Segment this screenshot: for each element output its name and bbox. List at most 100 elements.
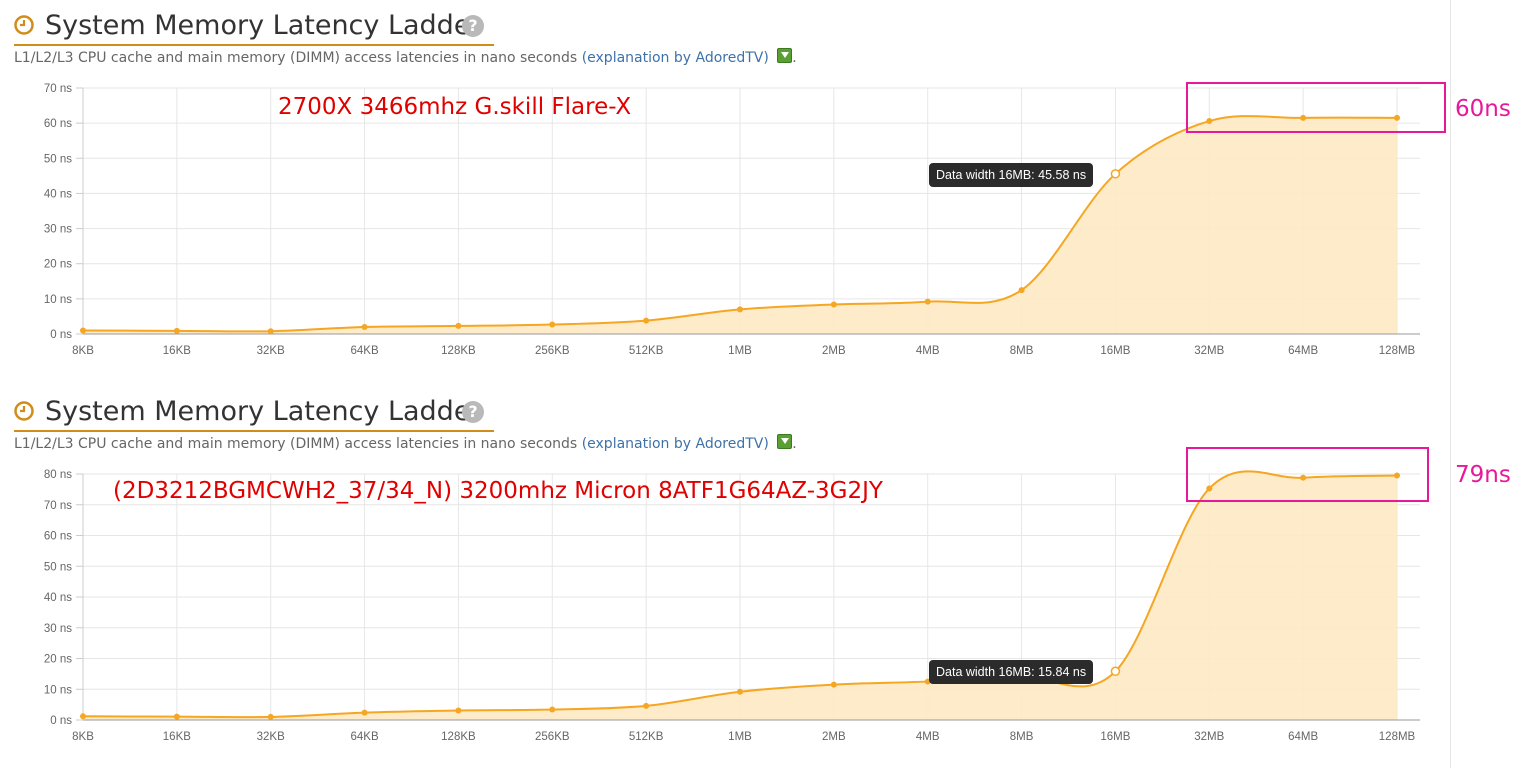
explanation-link[interactable]: (explanation by AdoredTV): [581, 50, 769, 66]
data-point: [455, 322, 462, 329]
right-divider: [1450, 0, 1451, 768]
x-tick-label: 4MB: [916, 731, 940, 743]
x-tick-label: 16KB: [163, 731, 191, 743]
data-point: [643, 317, 650, 324]
data-point: [737, 306, 743, 313]
y-tick-label: 50 ns: [44, 153, 72, 165]
series-area: [83, 116, 1397, 334]
data-point-highlighted: [1110, 666, 1121, 677]
page-title: System Memory Latency Ladder: [45, 10, 482, 41]
panel-header: System Memory Latency Ladder ?: [14, 396, 494, 432]
y-tick-label: 10 ns: [44, 294, 72, 306]
page-title: System Memory Latency Ladder: [45, 396, 482, 427]
x-tick-label: 64MB: [1288, 731, 1318, 743]
configuration-annotation: 2700X 3466mhz G.skill Flare-X: [278, 94, 632, 120]
latency-chart-1: 0 ns 10 ns 20 ns 30 ns 40 ns 50 ns 60 ns 70 ns 8…: [44, 83, 1420, 357]
data-point: [173, 713, 180, 720]
chart-subtitle: L1/L2/L3 CPU cache and main memory (DIMM…: [14, 48, 797, 66]
data-tooltip: Data width 16MB: 15.84 ns: [929, 660, 1094, 684]
x-tick-label: 512KB: [629, 731, 664, 743]
help-icon[interactable]: ?: [462, 15, 484, 37]
data-point: [267, 713, 274, 720]
data-tooltip: Data width 16MB: 45.58 ns: [929, 163, 1094, 187]
data-point: [80, 327, 86, 334]
download-icon[interactable]: [777, 434, 793, 449]
x-tick-label: 8KB: [72, 731, 94, 743]
x-tick-label: 16KB: [163, 345, 191, 357]
latency-panel-2: 0 ns 10 ns 20 ns 30 ns 40 ns 50 ns 60 ns 70 ns 8…: [0, 386, 1523, 770]
panel-header: System Memory Latency Ladder ?: [14, 10, 494, 46]
y-tick-label: 0 ns: [50, 715, 72, 727]
data-point: [924, 298, 931, 305]
x-tick-label: 128KB: [441, 731, 476, 743]
data-point: [455, 707, 462, 714]
series-area: [83, 471, 1397, 720]
data-point: [361, 323, 368, 330]
y-tick-label: 10 ns: [44, 684, 72, 696]
y-tick-label: 20 ns: [44, 654, 72, 666]
data-point: [1394, 114, 1400, 121]
x-tick-label: 32MB: [1194, 731, 1224, 743]
x-tick-label: 64KB: [351, 731, 379, 743]
x-tick-label: 64KB: [351, 345, 379, 357]
x-tick-label: 16MB: [1100, 731, 1130, 743]
y-tick-label: 40 ns: [44, 592, 72, 604]
download-icon[interactable]: [777, 48, 793, 63]
data-point: [1300, 114, 1307, 121]
x-tick-label: 512KB: [629, 345, 664, 357]
clock-icon: [14, 401, 34, 421]
x-tick-label: 128MB: [1379, 345, 1416, 357]
configuration-annotation: (2D3212BGMCWH2_37/34_N) 3200mhz Micron 8…: [113, 478, 883, 504]
data-point: [830, 301, 837, 308]
data-point: [1018, 287, 1025, 294]
data-point: [1206, 485, 1213, 492]
data-point: [173, 327, 180, 334]
x-tick-label: 1MB: [728, 731, 752, 743]
data-point: [643, 702, 650, 709]
y-tick-label: 70 ns: [44, 83, 72, 95]
y-tick-label: 60 ns: [44, 531, 72, 543]
data-point: [549, 321, 556, 328]
latency-chart-2: 0 ns 10 ns 20 ns 30 ns 40 ns 50 ns 60 ns 70 ns 8…: [44, 469, 1420, 743]
y-tick-label: 80 ns: [44, 469, 72, 481]
x-tick-label: 4MB: [916, 345, 940, 357]
x-tick-label: 32MB: [1194, 345, 1224, 357]
x-tick-label: 256KB: [535, 345, 570, 357]
x-tick-label: 16MB: [1100, 345, 1130, 357]
y-tick-label: 0 ns: [50, 329, 72, 341]
y-tick-label: 50 ns: [44, 561, 72, 573]
y-tick-label: 30 ns: [44, 224, 72, 236]
latency-highlight-box: [1186, 82, 1446, 133]
data-point: [267, 328, 274, 335]
y-tick-label: 60 ns: [44, 118, 72, 130]
x-tick-label: 8KB: [72, 345, 94, 357]
data-point: [1394, 472, 1400, 479]
data-point: [1300, 474, 1307, 481]
subtitle-text: L1/L2/L3 CPU cache and main memory (DIMM…: [14, 436, 578, 452]
latency-highlight-box: [1186, 447, 1429, 502]
y-tick-label: 30 ns: [44, 623, 72, 635]
help-icon[interactable]: ?: [462, 401, 484, 423]
x-tick-label: 128MB: [1379, 731, 1416, 743]
y-tick-label: 70 ns: [44, 500, 72, 512]
x-tick-label: 2MB: [822, 345, 846, 357]
data-point: [80, 713, 86, 720]
x-tick-label: 2MB: [822, 731, 846, 743]
data-point: [1206, 118, 1213, 125]
latency-panel-1: 0 ns 10 ns 20 ns 30 ns 40 ns 50 ns 60 ns 70 ns 8…: [0, 0, 1523, 384]
data-point: [361, 709, 368, 716]
x-tick-label: 8MB: [1010, 345, 1034, 357]
x-tick-label: 64MB: [1288, 345, 1318, 357]
clock-icon: [14, 15, 34, 35]
explanation-link[interactable]: (explanation by AdoredTV): [581, 436, 769, 452]
series-line: [82, 115, 1398, 333]
subtitle-text: L1/L2/L3 CPU cache and main memory (DIMM…: [14, 50, 578, 66]
latency-badge: 79ns: [1455, 462, 1511, 488]
x-tick-label: 256KB: [535, 731, 570, 743]
data-point: [830, 681, 837, 688]
data-point: [549, 706, 556, 713]
x-tick-label: 32KB: [257, 731, 285, 743]
x-tick-label: 128KB: [441, 345, 476, 357]
chart-subtitle: L1/L2/L3 CPU cache and main memory (DIMM…: [14, 434, 797, 452]
x-tick-label: 1MB: [728, 345, 752, 357]
